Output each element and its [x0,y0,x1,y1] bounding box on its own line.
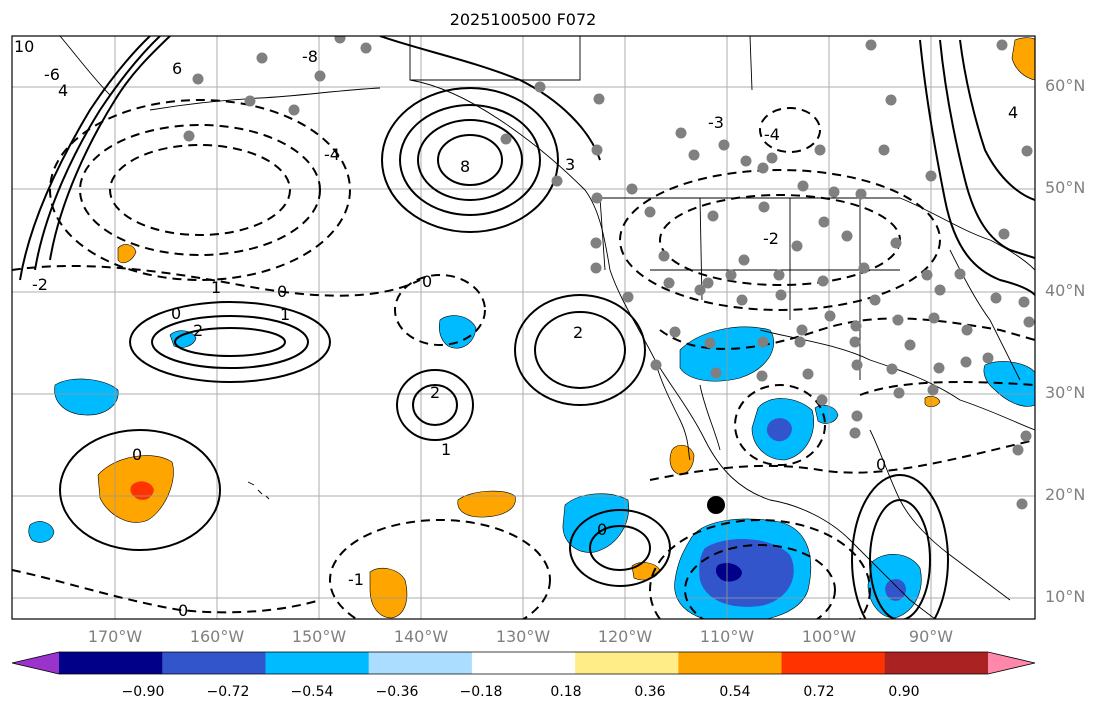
contour-label: 2 [193,321,203,340]
station-markers [183,36,1035,510]
shade-blue-west-2 [28,521,55,543]
shade-dark-blue-core [715,562,742,582]
shade-orange-mid [457,490,516,518]
contour-label: 4 [1008,103,1018,122]
colorbar-tick-label: −0.54 [290,684,334,700]
shade-orange-gulf [924,396,941,408]
colorbar-tick-label: 0.36 [634,684,666,700]
contour-label: 0 [132,445,142,464]
shade-mid-blue-east-pacific [699,538,794,607]
shade-orange-small-2 [631,562,661,581]
lon-label: 150°W [291,627,347,646]
colorbar-segment [471,652,576,674]
lon-label: 120°W [597,627,653,646]
contour-label: -2 [32,275,48,294]
shade-blue-small-3 [814,405,839,424]
lon-label: 170°W [87,627,143,646]
coastlines [59,36,1035,619]
lat-label: 50°N [1045,178,1086,197]
colorbar-tick-label: 0.72 [803,684,835,700]
lat-label: 40°N [1045,281,1086,300]
shade-orange-ne [1011,37,1035,81]
contour-label: 3 [565,155,575,174]
location-marker [707,496,725,514]
shade-blue-south [562,493,630,553]
colorbar-segment [678,652,783,674]
contour-label: 4 [58,81,68,100]
shade-blue-west-1 [54,378,119,416]
shade-orange-south [369,567,408,619]
lat-label: 10°N [1045,587,1086,606]
contour-label: -2 [763,229,779,248]
shade-mid-blue-mexico [766,418,792,442]
contour-label: 2 [430,383,440,402]
colorbar-tick-label: 0.54 [719,684,751,700]
colorbar-extend-high [988,652,1035,674]
lon-label: 110°W [699,627,755,646]
map-frame [11,35,1036,620]
lon-label: 130°W [495,627,551,646]
colorbar-tick-label: −0.72 [206,684,250,700]
map-title: 2025100500 F072 [449,10,597,29]
lat-label: 30°N [1045,383,1086,402]
contour-label: 0 [178,601,188,620]
colorbar-tick-label: 0.18 [550,684,582,700]
contour-label: 2 [573,323,583,342]
contour-label: 1 [211,278,221,297]
shade-orange-baja [669,444,695,475]
colorbar-extend-low [12,652,59,674]
contour-label: 0 [277,282,287,301]
contour-label: 0 [597,520,607,539]
lat-label: 20°N [1045,485,1086,504]
contour-label: 0 [422,272,432,291]
lat-label: 60°N [1045,76,1086,95]
colorbar-tick-label: −0.36 [375,684,419,700]
contour-label: -4 [324,145,340,164]
contours-solid [19,36,1035,619]
contour-label: 8 [460,157,470,176]
colorbar-tick-label: 0.90 [888,684,920,700]
contour-label-group: 10 8 -6 4 3 2 2 2 1 1 1 0 0 0 0 0 0 0 -1… [14,37,1018,620]
shade-red-west [130,481,154,500]
contour-label: -1 [348,570,364,589]
colorbar-segment [884,652,989,674]
colorbar-segment [59,652,163,674]
contours-dashed [12,99,1035,619]
shade-blue-small-2 [438,315,477,349]
colorbar-tick-label: −0.90 [121,684,165,700]
lon-label: 140°W [393,627,449,646]
colorbar-segment [368,652,473,674]
colorbar-segment [781,652,886,674]
graticule [12,36,1035,619]
lon-label: 90°W [908,627,954,646]
lon-label: 100°W [801,627,857,646]
lon-label: 160°W [189,627,245,646]
contour-label: 6 [172,59,182,78]
contour-label: 1 [280,305,290,324]
contour-label: -6 [44,65,60,84]
contour-label: 10 [14,37,34,56]
contour-label: -3 [708,113,724,132]
colorbar-segment [575,652,679,674]
contour-label: -8 [302,47,318,66]
shade-mid-blue-central-america [885,579,906,601]
colorbar-outline [11,651,1036,675]
contour-label: -4 [764,125,780,144]
contour-label: 0 [876,455,886,474]
contour-label: 1 [441,440,451,459]
colorbar-tick-label: −0.18 [459,684,503,700]
contour-label: 0 [171,304,181,323]
shade-orange-small-1 [117,244,137,264]
colorbar-segment [265,652,370,674]
colorbar-segment [162,652,266,674]
colorbar [11,651,1036,675]
